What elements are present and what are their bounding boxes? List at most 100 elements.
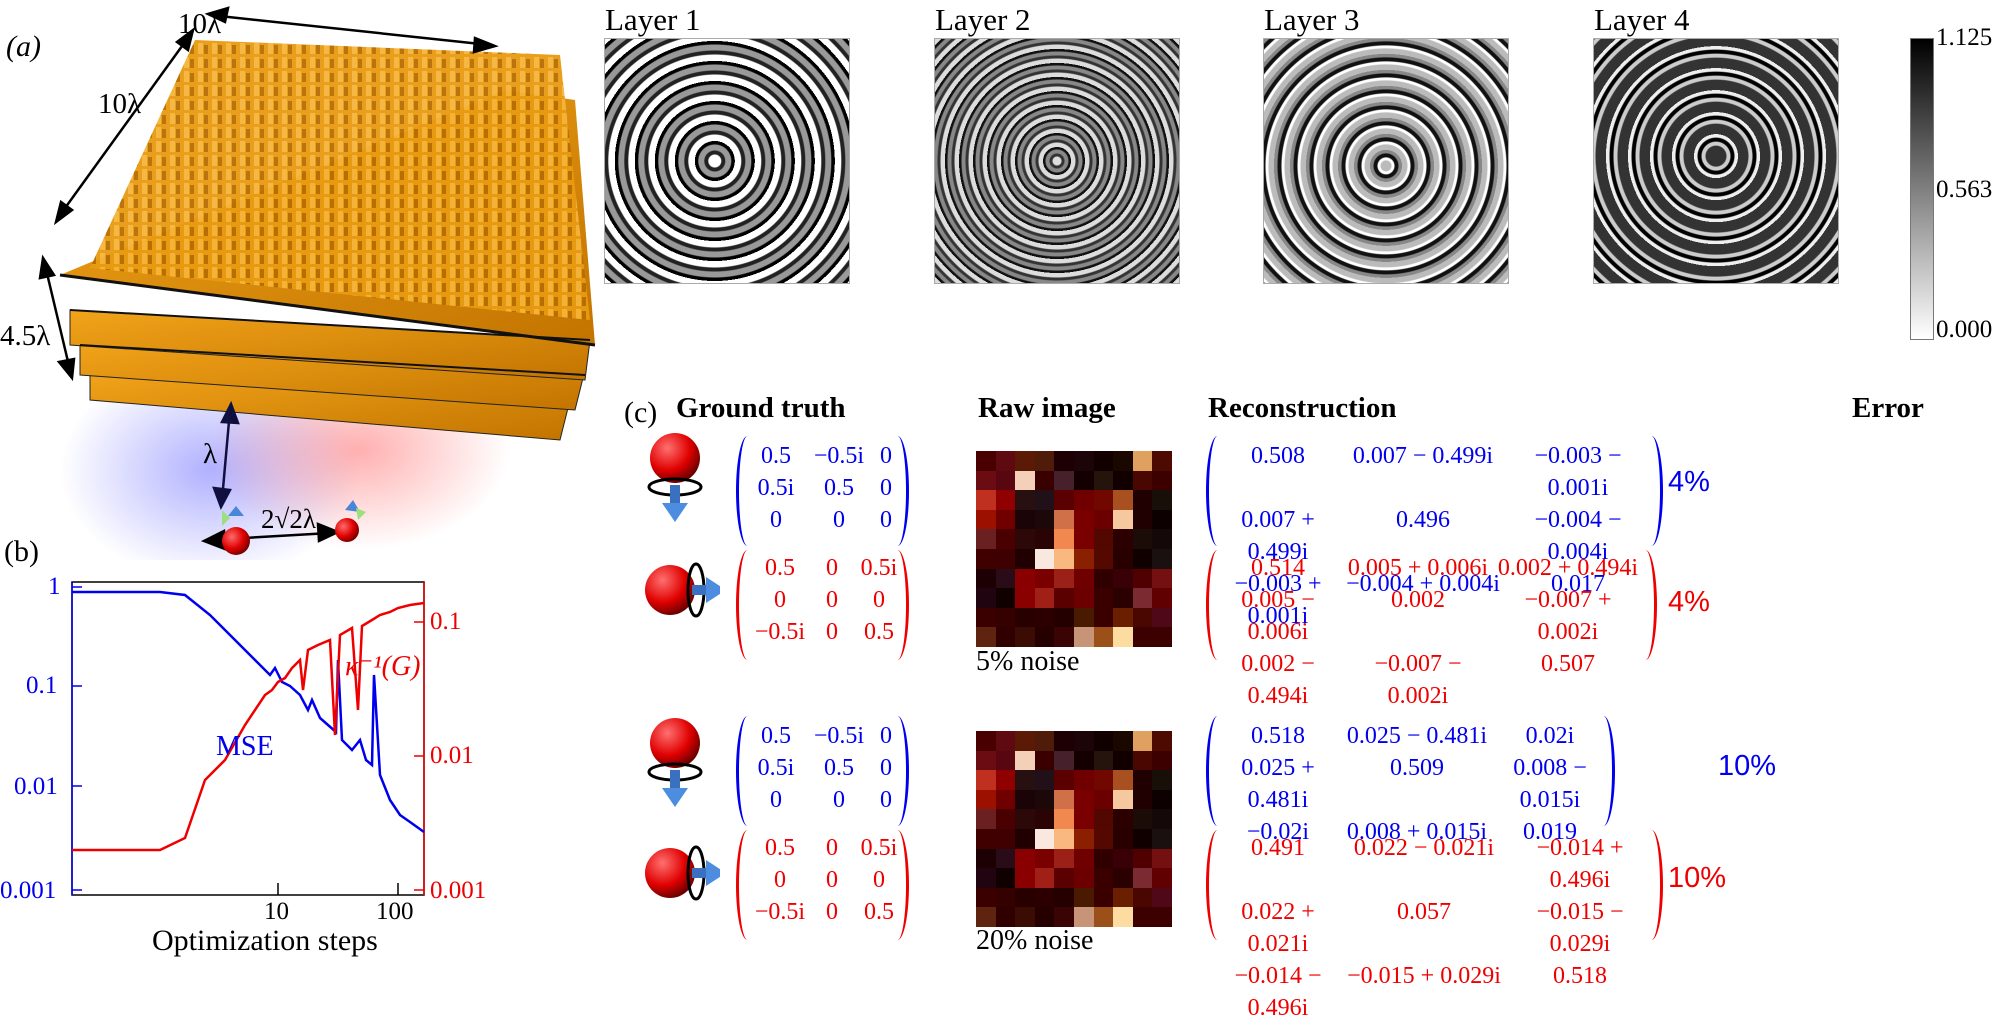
raw-pixel	[1132, 770, 1153, 790]
raw-pixel	[1015, 887, 1035, 908]
paren-right	[1640, 436, 1663, 546]
raw-pixel	[976, 470, 996, 491]
error-blue-5pct: 4%	[1668, 466, 1710, 498]
noise-label-5pct: 5% noise	[976, 646, 1080, 677]
reconstruction-blue-matrix-5pct: 0.508 0.007 − 0.499i −0.003 − 0.001i 0.007…	[1234, 443, 1622, 629]
raw-pixel	[1113, 829, 1133, 849]
raw-pixel	[1132, 568, 1153, 589]
raw-pixel	[995, 887, 1016, 908]
raw-pixel	[1054, 529, 1074, 549]
raw-pixel	[1152, 750, 1172, 771]
raw-pixel	[1152, 829, 1172, 849]
raw-pixel	[1152, 451, 1172, 471]
raw-pixel	[1034, 607, 1055, 628]
raw-pixel	[1034, 627, 1055, 647]
y-left-tick-0.01: 0.01	[14, 773, 58, 800]
raw-pixel	[976, 770, 996, 790]
raw-pixel	[1093, 809, 1114, 829]
x-axis-label: Optimization steps	[152, 924, 378, 957]
raw-pixel	[995, 490, 1016, 510]
raw-pixel	[995, 809, 1016, 829]
raw-pixel	[1034, 549, 1055, 569]
paren-right	[1640, 830, 1663, 940]
raw-pixel	[1113, 470, 1133, 491]
mse-annotation: MSE	[216, 731, 274, 762]
raw-pixel	[1054, 829, 1074, 849]
y-right-tick-0.01: 0.01	[430, 742, 474, 769]
error-blue-20pct: 10%	[1718, 750, 1777, 782]
raw-pixel	[1132, 509, 1153, 530]
raw-pixel	[1132, 470, 1153, 491]
raw-pixel	[1113, 588, 1133, 608]
vertical-dipole-icon	[647, 718, 703, 807]
paren-right	[886, 550, 909, 660]
raw-pixel	[976, 627, 996, 647]
raw-pixel	[976, 848, 996, 869]
raw-pixel	[1054, 731, 1074, 751]
emitter-sphere-icon	[222, 527, 250, 555]
raw-pixel	[1132, 549, 1153, 569]
raw-pixel	[1152, 887, 1172, 908]
raw-pixel	[1054, 549, 1074, 569]
raw-pixel	[1074, 588, 1094, 608]
raw-pixel	[1074, 829, 1094, 849]
raw-pixel	[1034, 750, 1055, 771]
raw-pixel	[976, 868, 996, 888]
paren-left	[1206, 550, 1229, 660]
y-right-tick-0.1: 0.1	[430, 608, 462, 635]
raw-pixel	[1034, 509, 1055, 530]
raw-pixel	[1054, 588, 1074, 608]
raw-pixel	[1034, 451, 1055, 471]
raw-pixel	[1015, 907, 1035, 927]
raw-pixel	[1015, 750, 1035, 771]
raw-pixel	[1015, 770, 1035, 790]
raw-pixel	[1132, 809, 1153, 829]
heading-error: Error	[1852, 392, 1924, 424]
raw-pixel	[1093, 627, 1114, 647]
raw-pixel	[1113, 789, 1133, 810]
raw-pixel	[1093, 588, 1114, 608]
dim-emitter-distance-label: λ	[203, 438, 218, 470]
raw-pixel	[1074, 887, 1094, 908]
layer-1-phase-map	[604, 38, 850, 284]
raw-pixel	[1015, 868, 1035, 888]
raw-pixel	[1152, 848, 1172, 869]
raw-pixel	[1132, 907, 1153, 927]
raw-pixel	[1054, 509, 1074, 530]
heading-raw-image: Raw image	[978, 392, 1116, 424]
layer-3-title: Layer 3	[1264, 2, 1360, 37]
raw-pixel	[1113, 509, 1133, 530]
paren-left	[736, 830, 759, 940]
raw-pixel	[1132, 731, 1153, 751]
raw-pixel	[976, 490, 996, 510]
raw-pixel	[1054, 887, 1074, 908]
colorbar-mid-label: 0.563	[1936, 176, 1993, 203]
error-red-5pct: 4%	[1668, 586, 1710, 618]
raw-pixel	[1074, 568, 1094, 589]
raw-pixel	[1074, 451, 1094, 471]
raw-pixel	[976, 451, 996, 471]
raw-pixel	[1034, 868, 1055, 888]
raw-pixel	[1132, 868, 1153, 888]
raw-pixel	[995, 588, 1016, 608]
raw-pixel	[1093, 907, 1114, 927]
dipole-icons	[645, 433, 720, 901]
raw-pixel	[1015, 627, 1035, 647]
raw-pixel	[1074, 809, 1094, 829]
dim-emitter-spacing-label: 2√2λ	[261, 504, 316, 534]
raw-pixel	[1054, 568, 1074, 589]
panel-a-label: (a)	[6, 30, 41, 63]
raw-pixel	[976, 588, 996, 608]
colorbar-max-label: 1.125	[1936, 24, 1993, 51]
reconstruction-blue-matrix-20pct: 0.518 0.025 − 0.481i 0.02i 0.025 + 0.481i 0…	[1241, 723, 1587, 845]
raw-pixel	[995, 770, 1016, 790]
raw-pixel	[1054, 809, 1074, 829]
emitter-sphere-icon	[335, 518, 359, 542]
raw-pixel	[1113, 809, 1133, 829]
raw-pixel	[1113, 868, 1133, 888]
raw-pixel	[1152, 809, 1172, 829]
raw-pixel	[1113, 568, 1133, 589]
raw-pixel	[1093, 848, 1114, 869]
